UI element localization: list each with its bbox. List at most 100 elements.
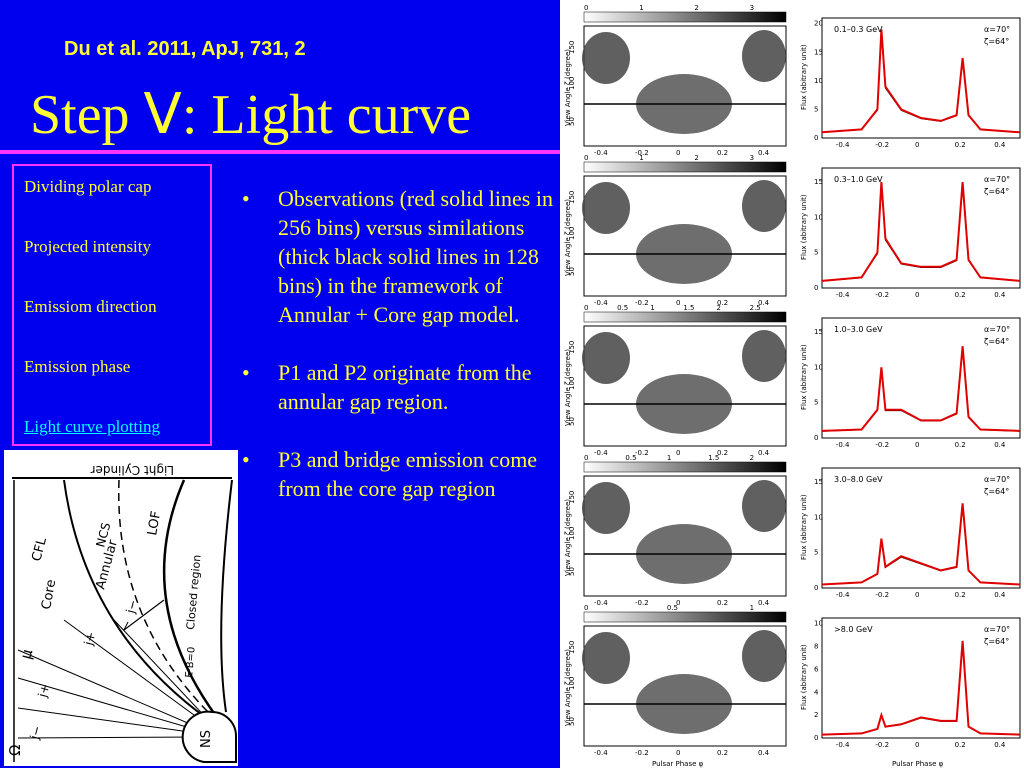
flux-y-tick: 4	[814, 688, 819, 696]
map-y-tick: 50	[568, 567, 576, 576]
curve-x-tick: 0	[915, 441, 919, 449]
curve-x-tick: 0.2	[955, 291, 966, 299]
map-x-tick: 0	[676, 749, 680, 757]
map-x-tick: 0.2	[717, 299, 728, 307]
map-x-tick: 0.4	[758, 299, 770, 307]
curve-x-tick: 0.4	[994, 591, 1006, 599]
flux-y-label: Flux (abitrary unit)	[800, 194, 808, 260]
outline-item-emission-phase[interactable]: Emission phase	[24, 357, 131, 376]
outline-item-emission-direction[interactable]: Emissiom direction	[24, 297, 157, 316]
curve-x-tick: 0.2	[955, 441, 966, 449]
alpha-label: α=70°	[984, 175, 1010, 184]
outline-box: Dividing polar cap Projected intensity E…	[12, 164, 212, 446]
flux-y-tick: 5	[814, 549, 818, 557]
observed-light-curve	[821, 503, 1021, 586]
flux-y-tick: 10	[814, 363, 823, 371]
colorbar-tick: 1	[639, 4, 643, 12]
alpha-label: α=70°	[984, 25, 1010, 34]
outline-item-projected-intensity[interactable]: Projected intensity	[24, 237, 152, 256]
map-x-tick: 0.4	[758, 149, 770, 157]
outline-item-light-curve-plotting[interactable]: Light curve plotting	[24, 417, 160, 436]
curve-x-tick: 0	[915, 591, 919, 599]
alpha-label: α=70°	[984, 625, 1010, 634]
omega-label: Ω	[6, 745, 24, 756]
emission-blob-left	[582, 632, 630, 684]
mu-label: μ	[16, 647, 36, 661]
flux-y-label: Flux (abitrary unit)	[800, 44, 808, 110]
colorbar-3	[583, 311, 787, 323]
map-x-tick: 0.2	[717, 149, 728, 157]
map-y-tick: 50	[568, 417, 576, 426]
cfl-label: CFL	[29, 535, 50, 563]
map-x-tick: -0.2	[635, 299, 649, 307]
j-plus-label-2: j+	[35, 682, 52, 700]
colorbar-tick: 0	[584, 304, 588, 312]
map-x-tick: -0.4	[594, 299, 608, 307]
colorbar-tick: 2	[694, 154, 698, 162]
map-y-tick: 50	[568, 117, 576, 126]
map-y-label: View Angle ζ (degree)	[564, 49, 572, 126]
alpha-label: α=70°	[984, 475, 1010, 484]
observed-light-curve	[821, 640, 1021, 736]
colorbar-tick: 0.5	[625, 454, 636, 462]
core-label: Core	[39, 578, 59, 610]
curve-x-tick: -0.2	[875, 141, 889, 149]
flux-y-tick: 15	[814, 178, 823, 186]
bullet-annular-origin: P1 and P2 originate from the annular gap…	[238, 358, 558, 416]
flux-y-tick: 0	[814, 284, 818, 292]
flux-y-label: Flux (abitrary unit)	[800, 344, 808, 410]
emission-blob-left	[582, 482, 630, 534]
map-x-tick: 0	[676, 299, 680, 307]
emission-blob-right	[742, 480, 786, 532]
map-y-label: View Angle ζ (degree)	[564, 499, 572, 576]
eb-zero-label: E·B=0	[184, 646, 198, 678]
energy-band-label: 3.0–8.0 GeV	[834, 475, 883, 484]
curve-x-tick: -0.2	[875, 741, 889, 749]
flux-y-tick: 8	[814, 643, 818, 651]
bullet-list: Observations (red solid lines in 256 bin…	[238, 184, 558, 532]
bullet-core-origin: P3 and bridge emission come from the cor…	[238, 445, 558, 503]
alpha-label: α=70°	[984, 325, 1010, 334]
j-plus-label-1: j+	[81, 630, 98, 648]
map-x-tick: 0.2	[717, 449, 728, 457]
flux-y-tick: 0	[814, 734, 818, 742]
colorbar-2	[583, 161, 787, 173]
colorbar-tick: 3	[750, 154, 754, 162]
map-y-tick: 150	[568, 341, 576, 354]
closed-region-label: Closed region	[184, 554, 204, 630]
map-x-tick: 0.2	[717, 749, 728, 757]
observed-light-curve	[821, 182, 1021, 282]
emission-blob-right	[742, 180, 786, 232]
emission-blob-right	[742, 330, 786, 382]
map-y-tick: 50	[568, 267, 576, 276]
ns-label: NS	[199, 730, 214, 748]
map-x-tick: -0.4	[594, 599, 608, 607]
curve-x-tick: -0.4	[836, 141, 850, 149]
map-y-tick: 150	[568, 491, 576, 504]
map-y-tick: 50	[568, 717, 576, 726]
flux-y-tick: 10	[814, 213, 823, 221]
zeta-label: ζ=64°	[984, 637, 1009, 646]
emission-blob-left	[582, 332, 630, 384]
curve-x-tick: -0.2	[875, 291, 889, 299]
j-minus-label-1: j−	[123, 598, 140, 616]
map-y-label: View Angle ζ (degree)	[564, 349, 572, 426]
map-x-tick: 0	[676, 599, 680, 607]
title-divider	[0, 150, 560, 154]
colorbar-tick: 0.5	[617, 304, 628, 312]
curve-x-tick: 0.4	[994, 441, 1006, 449]
map-x-tick: -0.4	[594, 449, 608, 457]
map-x-tick: -0.2	[635, 599, 649, 607]
emission-blob-right	[742, 30, 786, 82]
outline-item-dividing-polar-cap[interactable]: Dividing polar cap	[24, 177, 152, 196]
colorbar-tick: 1	[639, 154, 643, 162]
emission-blob-left	[582, 32, 630, 84]
emission-blob-left	[582, 182, 630, 234]
flux-y-label: Flux (abitrary unit)	[800, 644, 808, 710]
j-minus-label-2: j−	[27, 724, 44, 742]
map-x-tick: 0.4	[758, 749, 770, 757]
flux-y-tick: 10	[814, 513, 823, 521]
map-x-tick: -0.2	[635, 749, 649, 757]
colorbar-tick: 1.5	[683, 304, 694, 312]
